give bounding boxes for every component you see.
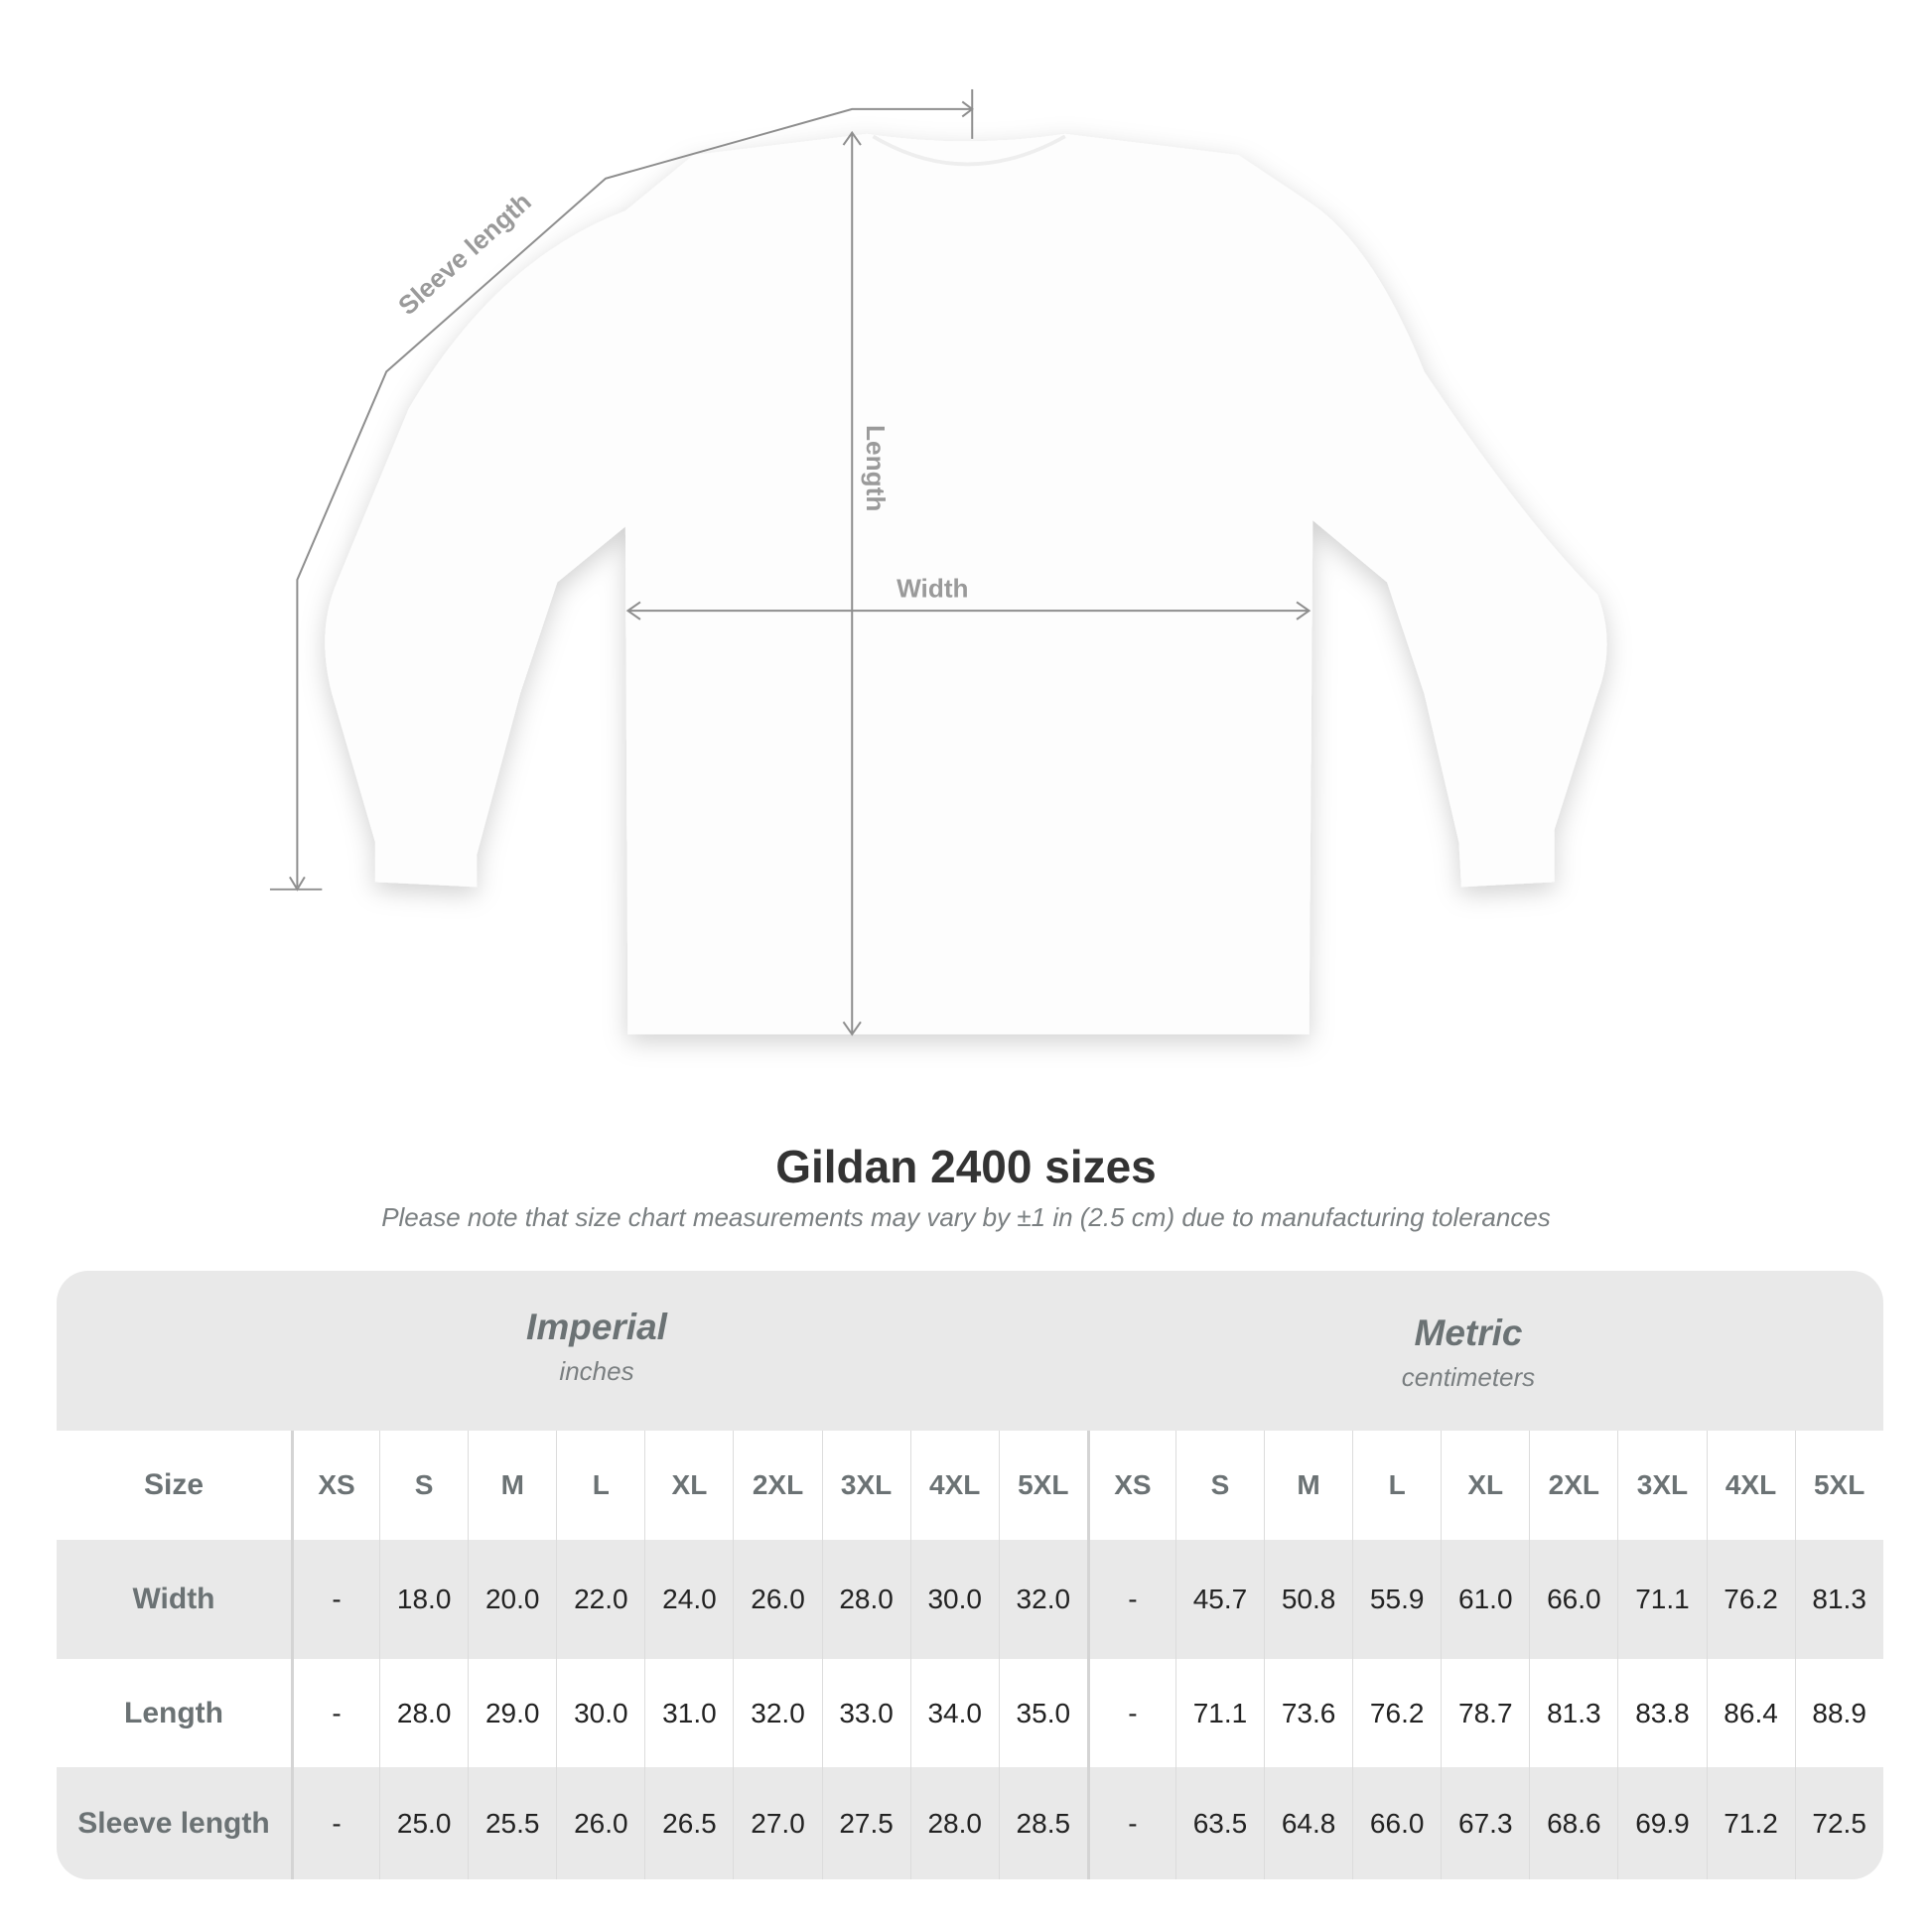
row-label: Width (132, 1583, 215, 1615)
metric-value-cell: 81.3 (1794, 1540, 1883, 1659)
metric-value-cell: 55.9 (1352, 1540, 1441, 1659)
imperial-header: Imperial inches (299, 1307, 895, 1387)
imperial-value-cell: 26.0 (556, 1767, 644, 1879)
metric-size-2xl: 2XL (1529, 1431, 1617, 1540)
metric-size-5xl: 5XL (1794, 1431, 1883, 1540)
width-label: Width (897, 573, 968, 603)
imperial-value-cell: 27.5 (821, 1767, 910, 1879)
imperial-size-l: L (556, 1431, 644, 1540)
metric-value-cell: - (1086, 1659, 1175, 1767)
metric-size-4xl: 4XL (1706, 1431, 1795, 1540)
metric-value-cell: 45.7 (1174, 1540, 1264, 1659)
imperial-size-s: S (379, 1431, 468, 1540)
imperial-size-5xl: 5XL (998, 1431, 1087, 1540)
imperial-value-cell: 30.0 (909, 1540, 999, 1659)
imperial-value-cell: 18.0 (379, 1540, 468, 1659)
imperial-value-cell: 33.0 (821, 1659, 910, 1767)
imperial-value-cell: - (291, 1767, 379, 1879)
imperial-value-cell: 28.0 (379, 1659, 468, 1767)
metric-value-cell: 83.8 (1617, 1659, 1706, 1767)
imperial-value-cell: 25.0 (379, 1767, 468, 1879)
shirt-diagram: Sleeve length Length Width (269, 88, 1607, 1036)
metric-value-cell: 86.4 (1706, 1659, 1795, 1767)
metric-value-cell: - (1086, 1767, 1175, 1879)
imperial-value-cell: 26.0 (733, 1540, 821, 1659)
imperial-value-cell: 20.0 (468, 1540, 556, 1659)
imperial-value-cell: 32.0 (998, 1540, 1087, 1659)
metric-value-cell: 64.8 (1264, 1767, 1352, 1879)
imperial-size-xl: XL (644, 1431, 733, 1540)
size-label: Size (143, 1468, 205, 1501)
metric-size-xs: XS (1086, 1431, 1175, 1540)
size-table: Imperial inches Metric centimeters Size X… (57, 1271, 1883, 1879)
metric-header: Metric centimeters (1171, 1312, 1766, 1393)
metric-value-cell: 68.6 (1529, 1767, 1617, 1879)
long-sleeve-shirt (325, 133, 1607, 1035)
sleeve-length-line (296, 107, 973, 888)
imperial-value-cell: 30.0 (556, 1659, 644, 1767)
imperial-value-cell: 31.0 (644, 1659, 733, 1767)
length-label: Length (861, 425, 891, 511)
imperial-value-cell: 22.0 (556, 1540, 644, 1659)
measurement-lines (269, 88, 1311, 1036)
metric-value-cell: 61.0 (1441, 1540, 1529, 1659)
size-header-row: Size XS S M L XL 2XL 3XL 4XL 5XL XS S M L XL 2XL 3XL 4XL 5… (57, 1431, 1883, 1540)
imperial-value-cell: 25.5 (468, 1767, 556, 1879)
metric-size-l: L (1352, 1431, 1441, 1540)
metric-value-cell: 81.3 (1529, 1659, 1617, 1767)
imperial-size-2xl: 2XL (733, 1431, 821, 1540)
metric-title: Metric (1414, 1312, 1523, 1353)
row-label: Sleeve length (77, 1806, 270, 1840)
imperial-size-xs: XS (291, 1431, 379, 1540)
metric-value-cell: 78.7 (1441, 1659, 1529, 1767)
table-row: Sleeve length -25.0 25.5 26.0 26.5 27.0 27.5 28… (57, 1767, 1883, 1879)
imperial-value-cell: 32.0 (733, 1659, 821, 1767)
metric-value-cell: 73.6 (1264, 1659, 1352, 1767)
imperial-value-cell: 28.0 (821, 1540, 910, 1659)
collar (872, 134, 1066, 167)
metric-value-cell: 71.1 (1174, 1659, 1264, 1767)
imperial-value-cell: 26.5 (644, 1767, 733, 1879)
imperial-value-cell: - (291, 1540, 379, 1659)
table-header-band (57, 1271, 1883, 1431)
imperial-size-m: M (468, 1431, 556, 1540)
imperial-size-4xl: 4XL (909, 1431, 999, 1540)
tolerance-note: Please note that size chart measurements… (381, 1202, 1551, 1232)
metric-value-cell: 69.9 (1617, 1767, 1706, 1879)
metric-size-s: S (1174, 1431, 1264, 1540)
metric-unit: centimeters (1401, 1362, 1536, 1392)
metric-value-cell: 63.5 (1174, 1767, 1264, 1879)
table-row: Length -28.0 29.0 30.0 31.0 32.0 33.0 34.0 35.0-… (57, 1659, 1883, 1767)
imperial-value-cell: 35.0 (998, 1659, 1087, 1767)
imperial-value-cell: 28.5 (998, 1767, 1087, 1879)
imperial-value-cell: 28.0 (909, 1767, 999, 1879)
metric-value-cell: 76.2 (1352, 1659, 1441, 1767)
row-label: Length (124, 1696, 223, 1729)
metric-value-cell: 76.2 (1706, 1540, 1795, 1659)
metric-value-cell: - (1086, 1540, 1175, 1659)
metric-value-cell: 71.1 (1617, 1540, 1706, 1659)
imperial-size-3xl: 3XL (821, 1431, 910, 1540)
metric-value-cell: 72.5 (1794, 1767, 1883, 1879)
imperial-unit: inches (559, 1356, 634, 1386)
metric-value-cell: 50.8 (1264, 1540, 1352, 1659)
metric-value-cell: 88.9 (1794, 1659, 1883, 1767)
imperial-title: Imperial (526, 1307, 667, 1347)
metric-value-cell: 71.2 (1706, 1767, 1795, 1879)
metric-value-cell: 67.3 (1441, 1767, 1529, 1879)
imperial-value-cell: - (291, 1659, 379, 1767)
metric-size-3xl: 3XL (1617, 1431, 1706, 1540)
imperial-value-cell: 29.0 (468, 1659, 556, 1767)
metric-value-cell: 66.0 (1529, 1540, 1617, 1659)
imperial-value-cell: 24.0 (644, 1540, 733, 1659)
page-title: Gildan 2400 sizes (775, 1141, 1157, 1192)
metric-size-m: M (1264, 1431, 1352, 1540)
metric-value-cell: 66.0 (1352, 1767, 1441, 1879)
imperial-value-cell: 34.0 (909, 1659, 999, 1767)
table-row: Width -18.0 20.0 22.0 24.0 26.0 28.0 30.0 32.0-4… (57, 1540, 1883, 1659)
metric-size-xl: XL (1441, 1431, 1529, 1540)
imperial-value-cell: 27.0 (733, 1767, 821, 1879)
